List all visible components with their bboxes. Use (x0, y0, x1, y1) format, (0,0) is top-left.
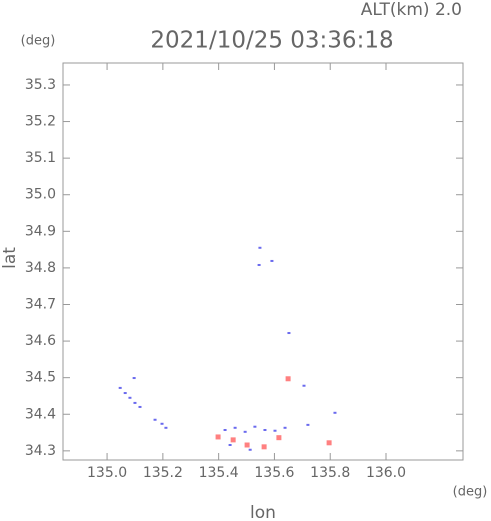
x-axis-label: lon (250, 503, 276, 521)
y-axis-label: lat (0, 247, 20, 269)
point (283, 426, 287, 429)
point (128, 396, 132, 399)
point (233, 426, 237, 429)
y-tick-label: 35.2 (25, 114, 56, 130)
point (164, 426, 168, 429)
x-tick-label: 136.0 (366, 465, 406, 481)
y-tick-label: 35.1 (25, 150, 56, 166)
x-tick-label: 135.4 (199, 465, 239, 481)
point (244, 442, 250, 448)
point (276, 435, 282, 441)
point (153, 418, 157, 421)
point (263, 428, 267, 431)
point (302, 384, 306, 387)
point (223, 428, 227, 431)
y-tick-label: 34.3 (25, 443, 56, 459)
y-tick-label: 35.0 (25, 187, 56, 203)
y-tick-label: 34.5 (25, 370, 56, 386)
point (215, 434, 221, 440)
y-tick-label: 34.8 (25, 260, 56, 276)
point (230, 437, 236, 443)
point (273, 429, 277, 432)
point (253, 425, 257, 428)
point (248, 448, 252, 451)
x-tick-label: 135.0 (87, 465, 127, 481)
point (118, 386, 122, 389)
point (306, 423, 310, 426)
x-tick-label: 135.2 (143, 465, 183, 481)
point (333, 411, 337, 414)
point (326, 440, 332, 446)
point (123, 392, 127, 395)
annotation: ALT(km) 2.0 (361, 0, 462, 20)
point (160, 422, 164, 425)
chart-title: 2021/10/25 03:36:18 (150, 28, 393, 54)
plot-frame (62, 62, 464, 461)
y-tick-label: 34.4 (25, 406, 56, 422)
point (285, 376, 291, 382)
y-tick-label: 34.7 (25, 296, 56, 312)
x-tick-label: 135.8 (310, 465, 350, 481)
y-unit: (deg) (21, 34, 56, 49)
point (132, 377, 136, 380)
y-tick-label: 34.9 (25, 223, 56, 239)
point (261, 444, 267, 450)
point (258, 246, 262, 249)
point (133, 401, 137, 404)
point (138, 405, 142, 408)
y-tick-label: 34.6 (25, 333, 56, 349)
y-tick-label: 35.3 (25, 77, 56, 93)
point (228, 443, 232, 446)
x-tick-label: 135.6 (254, 465, 294, 481)
point (287, 332, 291, 335)
point (243, 430, 247, 433)
point (270, 259, 274, 262)
x-unit: (deg) (453, 485, 488, 500)
point (257, 263, 261, 266)
